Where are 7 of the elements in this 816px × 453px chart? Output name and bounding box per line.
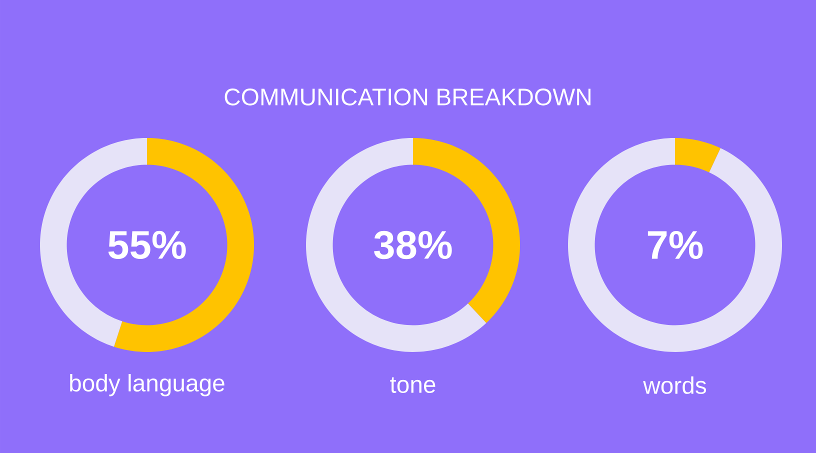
text: COMMUNICATION BREAKDOWN [224, 88, 590, 106]
text: words [643, 376, 706, 394]
text: 7% [648, 230, 703, 260]
text: tone [390, 377, 436, 393]
text: 38% [374, 230, 452, 260]
text: body language [70, 374, 224, 396]
text: 55% [108, 230, 186, 260]
